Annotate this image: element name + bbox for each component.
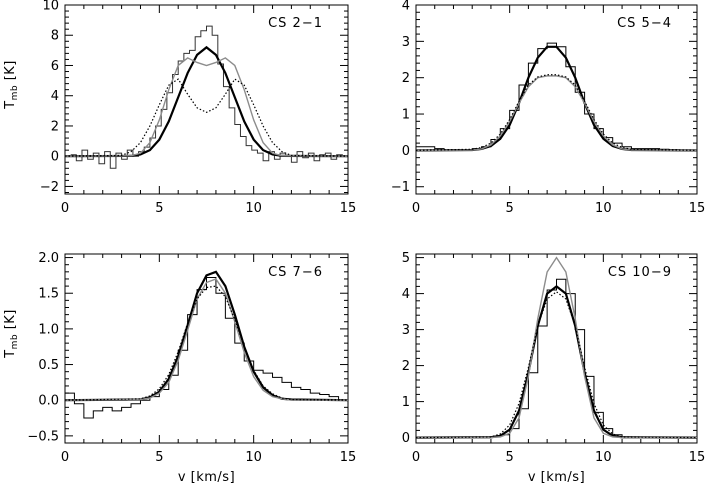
panel-title: CS 7−6 — [268, 265, 323, 280]
model-curve-dotted — [416, 291, 697, 439]
y-tick-label: 0.5 — [38, 358, 59, 373]
y-tick-label: 6 — [51, 59, 59, 74]
x-tick-label: 10 — [595, 450, 612, 465]
model-curve-dotted — [65, 285, 348, 401]
model-curve-gray — [65, 57, 348, 157]
observed-spectrum — [416, 278, 697, 439]
x-tick-label: 5 — [155, 450, 163, 465]
plot-frame — [64, 253, 349, 444]
y-tick-label: 2.0 — [38, 251, 59, 266]
y-axis-label: Tmb [K] — [3, 60, 20, 110]
y-tick-label: 1 — [402, 395, 410, 410]
y-tick-label: 0 — [402, 431, 410, 446]
x-tick-label: 10 — [595, 201, 612, 216]
y-tick-label: 3 — [402, 323, 410, 338]
y-tick-label: 1.5 — [38, 287, 59, 302]
x-tick-label: 5 — [506, 450, 514, 465]
y-tick-label: 0 — [402, 144, 410, 159]
model-curve-thick — [65, 270, 348, 402]
x-tick-label: 15 — [340, 450, 357, 465]
model-curve-gray — [65, 278, 348, 401]
x-tick-label: 0 — [61, 201, 69, 216]
model-curve-dotted — [416, 74, 697, 151]
panel-4: 0 5 10 15 0 1 2 3 4 5 CS 10−9 v [km/s] — [402, 251, 706, 485]
x-tick-label: 15 — [689, 450, 706, 465]
y-tick-label: −2 — [40, 180, 59, 195]
y-tick-label: 1.0 — [38, 322, 59, 337]
y-tick-label: 2 — [402, 71, 410, 86]
y-tick-label: 0.0 — [38, 394, 59, 409]
y-tick-label: 2 — [51, 119, 59, 134]
model-curve-gray — [416, 256, 697, 439]
model-curve-thick — [65, 45, 348, 158]
panel-3: 0 5 10 15 −0.5 0.0 0.5 1.0 1.5 2.0 CS 7−6 Tmb [K] v … — [3, 251, 356, 485]
x-tick-label: 0 — [412, 201, 420, 216]
y-axis-label: Tmb [K] — [3, 309, 20, 359]
x-tick-label: 0 — [61, 450, 69, 465]
x-tick-label: 5 — [506, 201, 514, 216]
plot-frame — [415, 253, 698, 444]
y-tick-label: 2 — [402, 359, 410, 374]
observed-spectrum — [70, 25, 348, 169]
y-tick-label: 5 — [402, 251, 410, 266]
x-tick-label: 10 — [245, 201, 262, 216]
y-tick-label: 4 — [51, 89, 59, 104]
x-tick-label: 10 — [245, 450, 262, 465]
model-curve-gray — [416, 75, 697, 152]
model-curve-thick — [416, 45, 697, 152]
model-curve-thick — [416, 285, 697, 439]
plot-frame — [64, 4, 349, 195]
x-axis-label: v [km/s] — [528, 470, 585, 485]
panel-title: CS 10−9 — [608, 265, 672, 280]
x-tick-label: 15 — [689, 201, 706, 216]
y-tick-label: 1 — [402, 108, 410, 123]
y-tick-label: 3 — [402, 35, 410, 50]
x-tick-label: 5 — [155, 201, 163, 216]
y-tick-label: −1 — [391, 180, 410, 195]
y-tick-label: 8 — [51, 29, 59, 44]
observed-spectrum — [65, 277, 348, 419]
x-tick-label: 15 — [340, 201, 357, 216]
panel-title: CS 2−1 — [268, 16, 323, 31]
y-tick-label: 10 — [42, 0, 59, 14]
plot-frame — [415, 4, 698, 195]
y-tick-label: 0 — [51, 150, 59, 165]
panel-title: CS 5−4 — [617, 16, 672, 31]
x-axis-label: v [km/s] — [178, 470, 235, 485]
x-tick-label: 0 — [412, 450, 420, 465]
y-tick-label: 4 — [402, 287, 410, 302]
observed-spectrum — [416, 42, 697, 151]
model-curve-dotted — [65, 78, 348, 157]
y-tick-label: 4 — [402, 0, 410, 14]
y-tick-label: −0.5 — [27, 429, 59, 444]
